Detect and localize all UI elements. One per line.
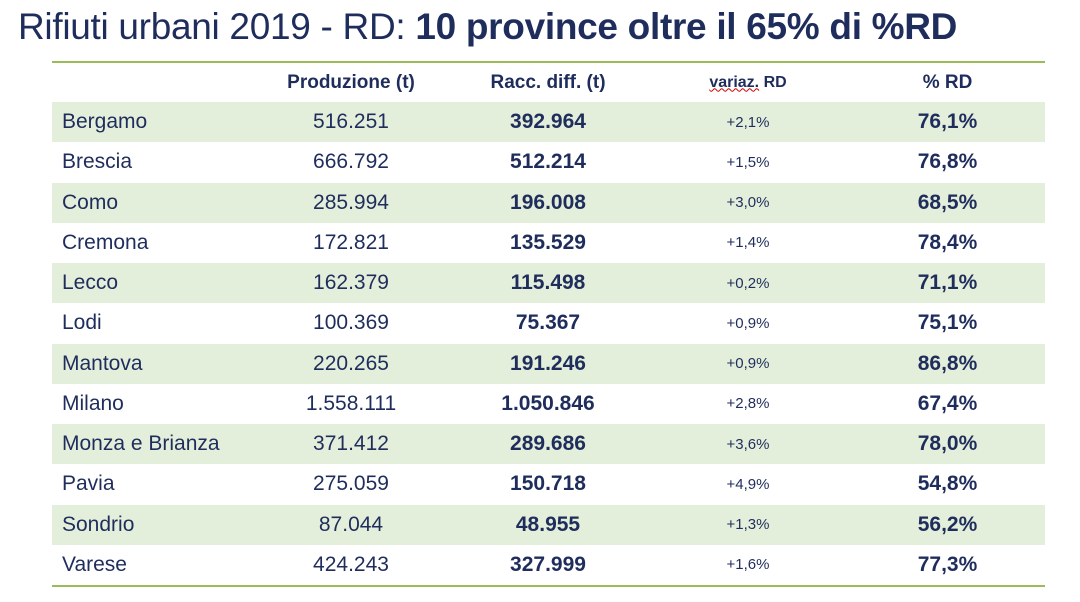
header-variaz-rd: RD xyxy=(763,73,787,91)
table-row: Lecco 162.379 115.498 +0,2% 71,1% xyxy=(52,263,1045,304)
cell-percent-rd: 68,5% xyxy=(917,190,978,214)
cell-produzione: 1.558.111 xyxy=(305,391,397,415)
cell-racc-diff: 196.008 xyxy=(510,190,586,214)
cell-racc-diff: 48.955 xyxy=(515,512,581,536)
cell-province: Milano xyxy=(62,391,124,415)
cell-province: Monza e Brianza xyxy=(62,432,220,456)
cell-produzione: 275.059 xyxy=(313,472,389,496)
province-table: Produzione (t) Racc. diff. (t) variaz. R… xyxy=(52,61,1045,587)
cell-produzione: 666.792 xyxy=(313,150,389,174)
cell-produzione: 285.994 xyxy=(313,190,389,214)
cell-variaz-rd: +1,5% xyxy=(726,153,770,171)
slide-title: Rifiuti urbani 2019 - RD: 10 province ol… xyxy=(18,6,957,48)
cell-percent-rd: 78,4% xyxy=(917,230,978,254)
title-light: Rifiuti urbani 2019 - RD: xyxy=(18,6,416,47)
cell-variaz-rd: +1,4% xyxy=(726,234,770,252)
cell-province: Lodi xyxy=(62,311,102,335)
cell-percent-rd: 76,1% xyxy=(917,110,978,134)
table-row: Bergamo 516.251 392.964 +2,1% 76,1% xyxy=(52,102,1045,143)
cell-percent-rd: 78,0% xyxy=(917,432,978,456)
cell-racc-diff: 75.367 xyxy=(515,311,581,335)
cell-variaz-rd: +0,9% xyxy=(726,355,770,373)
cell-produzione: 516.251 xyxy=(313,110,389,134)
cell-racc-diff: 512.214 xyxy=(510,150,586,174)
cell-variaz-rd: +1,3% xyxy=(726,516,770,534)
cell-racc-diff: 392.964 xyxy=(510,110,586,134)
table-row: Cremona 172.821 135.529 +1,4% 78,4% xyxy=(52,223,1045,263)
cell-racc-diff: 150.718 xyxy=(510,472,586,496)
header-variaz: variaz. RD xyxy=(646,74,850,92)
cell-province: Pavia xyxy=(62,472,115,496)
cell-racc-diff: 115.498 xyxy=(510,271,586,295)
cell-percent-rd: 67,4% xyxy=(917,391,978,415)
cell-percent-rd: 56,2% xyxy=(917,512,978,536)
cell-province: Cremona xyxy=(62,230,149,254)
cell-variaz-rd: +0,9% xyxy=(726,314,770,332)
cell-variaz-rd: +4,9% xyxy=(726,475,770,493)
header-variaz-word: variaz. xyxy=(709,73,760,91)
table-row: Mantova 220.265 191.246 +0,9% 86,8% xyxy=(52,343,1045,384)
cell-percent-rd: 77,3% xyxy=(917,552,978,576)
cell-province: Como xyxy=(62,190,119,214)
table-row: Milano 1.558.111 1.050.846 +2,8% 67,4% xyxy=(52,384,1045,424)
cell-province: Bergamo xyxy=(62,110,148,134)
table-row: Brescia 666.792 512.214 +1,5% 76,8% xyxy=(52,142,1045,182)
cell-province: Brescia xyxy=(62,150,133,174)
header-racc-diff: Racc. diff. (t) xyxy=(490,71,606,93)
cell-province: Sondrio xyxy=(62,512,135,536)
cell-variaz-rd: +2,8% xyxy=(726,395,770,413)
cell-racc-diff: 327.999 xyxy=(510,552,586,576)
title-bold: 10 province oltre il 65% di %RD xyxy=(415,6,958,47)
cell-variaz-rd: +2,1% xyxy=(726,113,770,131)
cell-racc-diff: 289.686 xyxy=(510,432,586,456)
table-row: Como 285.994 196.008 +3,0% 68,5% xyxy=(52,182,1045,223)
cell-produzione: 424.243 xyxy=(313,552,389,576)
table-row: Sondrio 87.044 48.955 +1,3% 56,2% xyxy=(52,504,1045,545)
header-percent-rd: % RD xyxy=(922,71,973,93)
cell-produzione: 87.044 xyxy=(318,512,384,536)
cell-province: Varese xyxy=(62,552,127,576)
table-header: Produzione (t) Racc. diff. (t) variaz. R… xyxy=(52,63,1045,102)
cell-racc-diff: 191.246 xyxy=(510,351,586,375)
cell-produzione: 162.379 xyxy=(313,271,389,295)
cell-percent-rd: 76,8% xyxy=(917,150,978,174)
header-produzione: Produzione (t) xyxy=(287,71,415,93)
cell-province: Mantova xyxy=(62,351,143,375)
cell-percent-rd: 75,1% xyxy=(917,311,978,335)
table-row: Monza e Brianza 371.412 289.686 +3,6% 78,0% xyxy=(52,424,1045,465)
cell-produzione: 371.412 xyxy=(313,432,389,456)
cell-province: Lecco xyxy=(62,271,119,295)
cell-produzione: 100.369 xyxy=(313,311,389,335)
cell-produzione: 220.265 xyxy=(313,351,389,375)
cell-variaz-rd: +3,6% xyxy=(726,435,770,453)
cell-percent-rd: 71,1% xyxy=(917,271,978,295)
table-row: Lodi 100.369 75.367 +0,9% 75,1% xyxy=(52,303,1045,343)
table-row: Varese 424.243 327.999 +1,6% 77,3% xyxy=(52,545,1045,585)
cell-variaz-rd: +1,6% xyxy=(726,556,770,574)
table-body: Bergamo 516.251 392.964 +2,1% 76,1% Brescia 66… xyxy=(52,102,1045,585)
cell-racc-diff: 135.529 xyxy=(510,230,586,254)
cell-produzione: 172.821 xyxy=(313,230,389,254)
cell-variaz-rd: +0,2% xyxy=(726,274,770,292)
cell-percent-rd: 86,8% xyxy=(917,351,978,375)
cell-variaz-rd: +3,0% xyxy=(726,194,770,212)
table-row: Pavia 275.059 150.718 +4,9% 54,8% xyxy=(52,464,1045,504)
cell-racc-diff: 1.050.846 xyxy=(501,391,595,415)
cell-percent-rd: 54,8% xyxy=(917,472,978,496)
